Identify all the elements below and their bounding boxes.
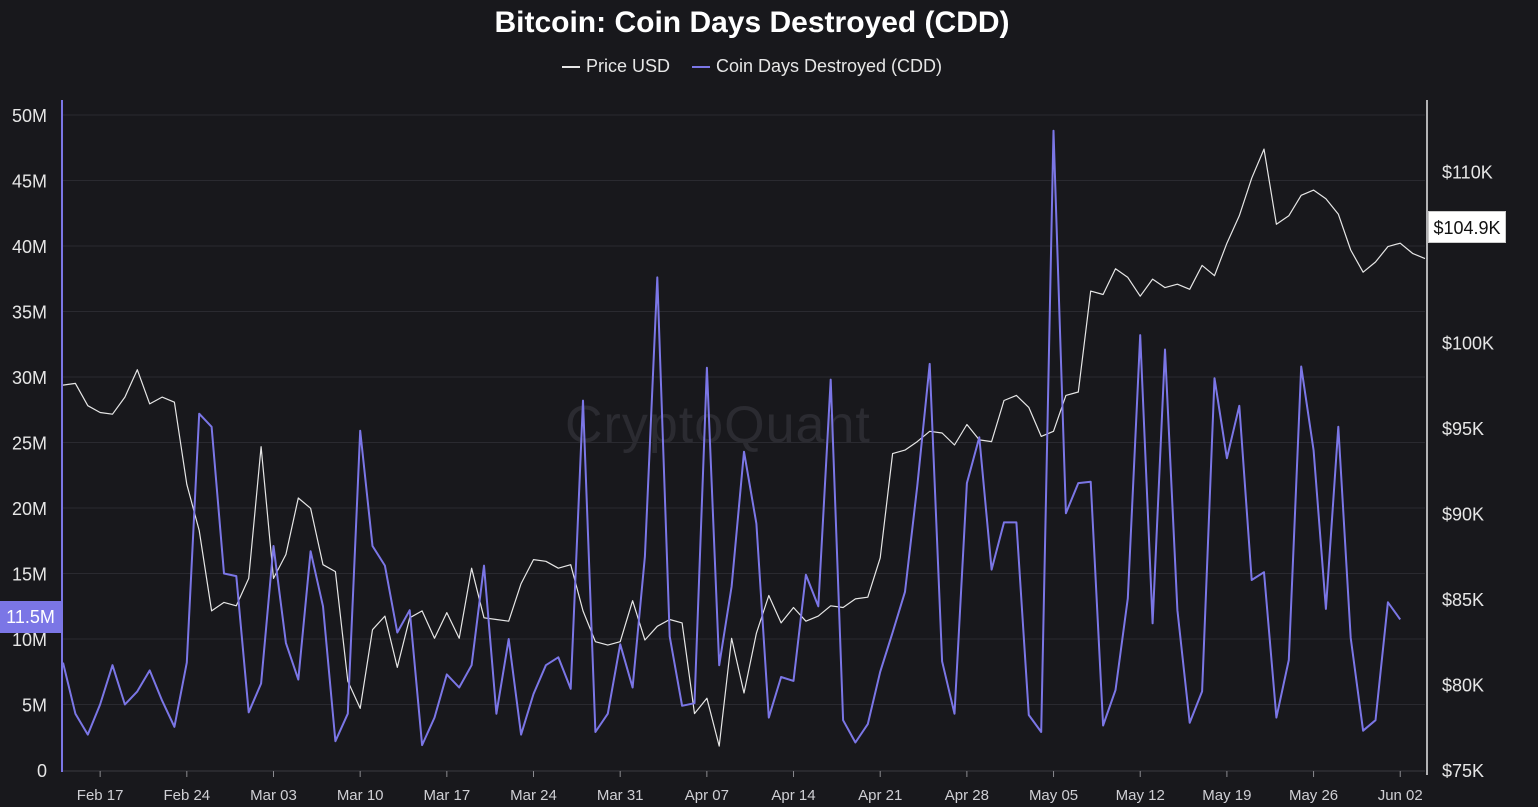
x-tick-label: May 26: [1289, 787, 1338, 804]
y-left-tick-label: 50M: [12, 106, 47, 126]
x-tick-label: May 05: [1029, 787, 1078, 804]
x-tick-label: Mar 10: [337, 787, 384, 804]
x-tick-label: Mar 24: [510, 787, 557, 804]
chart-legend: Price USD Coin Days Destroyed (CDD): [0, 56, 1504, 77]
y-right-tick-label: $90K: [1442, 504, 1484, 524]
x-tick-label: Mar 03: [250, 787, 297, 804]
y-right-tick-label: $75K: [1442, 761, 1484, 781]
y-left-tick-label: 35M: [12, 303, 47, 323]
y-left-tick-label: 30M: [12, 368, 47, 388]
legend-item-cdd[interactable]: Coin Days Destroyed (CDD): [691, 56, 943, 77]
x-tick-label: Feb 17: [77, 787, 124, 804]
y-left-tick-label: 10M: [12, 630, 47, 650]
y-left-tick-label: 45M: [12, 172, 47, 192]
y-right-tick-label: $110K: [1442, 162, 1493, 182]
x-tick-label: Apr 07: [685, 787, 729, 804]
legend-swatch-price: [561, 65, 580, 68]
x-tick-label: May 12: [1116, 787, 1165, 804]
current-price-badge: $104.9K: [1428, 211, 1506, 243]
y-right-tick-label: $100K: [1442, 333, 1494, 353]
y-right-tick-label: $80K: [1442, 675, 1484, 695]
x-tick-label: Apr 21: [858, 787, 902, 804]
legend-swatch-cdd: [691, 65, 710, 68]
x-tick-label: Jun 02: [1378, 787, 1423, 804]
y-left-tick-label: 15M: [12, 565, 47, 585]
price-series-line: [62, 148, 1426, 747]
x-tick-label: Mar 17: [423, 787, 470, 804]
y-left-tick-label: 25M: [12, 434, 47, 454]
legend-label-price: Price USD: [585, 56, 670, 76]
cdd-series-line: [62, 129, 1402, 747]
watermark: CryptoQuant: [565, 396, 871, 454]
y-left-tick-label: 40M: [12, 237, 47, 257]
y-left-tick-label: 0: [37, 761, 47, 781]
y-right-tick-label: $95K: [1442, 419, 1484, 439]
current-cdd-badge: 11.5M: [0, 601, 61, 633]
y-left-tick-label: 5M: [22, 696, 47, 716]
x-tick-label: Apr 14: [771, 787, 815, 804]
x-tick-label: Apr 28: [945, 787, 989, 804]
legend-label-cdd: Coin Days Destroyed (CDD): [715, 56, 943, 76]
x-tick-label: May 19: [1202, 787, 1251, 804]
legend-item-price[interactable]: Price USD: [561, 56, 670, 77]
x-tick-label: Feb 24: [163, 787, 210, 804]
y-right-tick-label: $85K: [1442, 590, 1484, 610]
y-left-tick-label: 20M: [12, 499, 47, 519]
chart-title: Bitcoin: Coin Days Destroyed (CDD): [494, 6, 1010, 39]
x-tick-label: Mar 31: [597, 787, 644, 804]
